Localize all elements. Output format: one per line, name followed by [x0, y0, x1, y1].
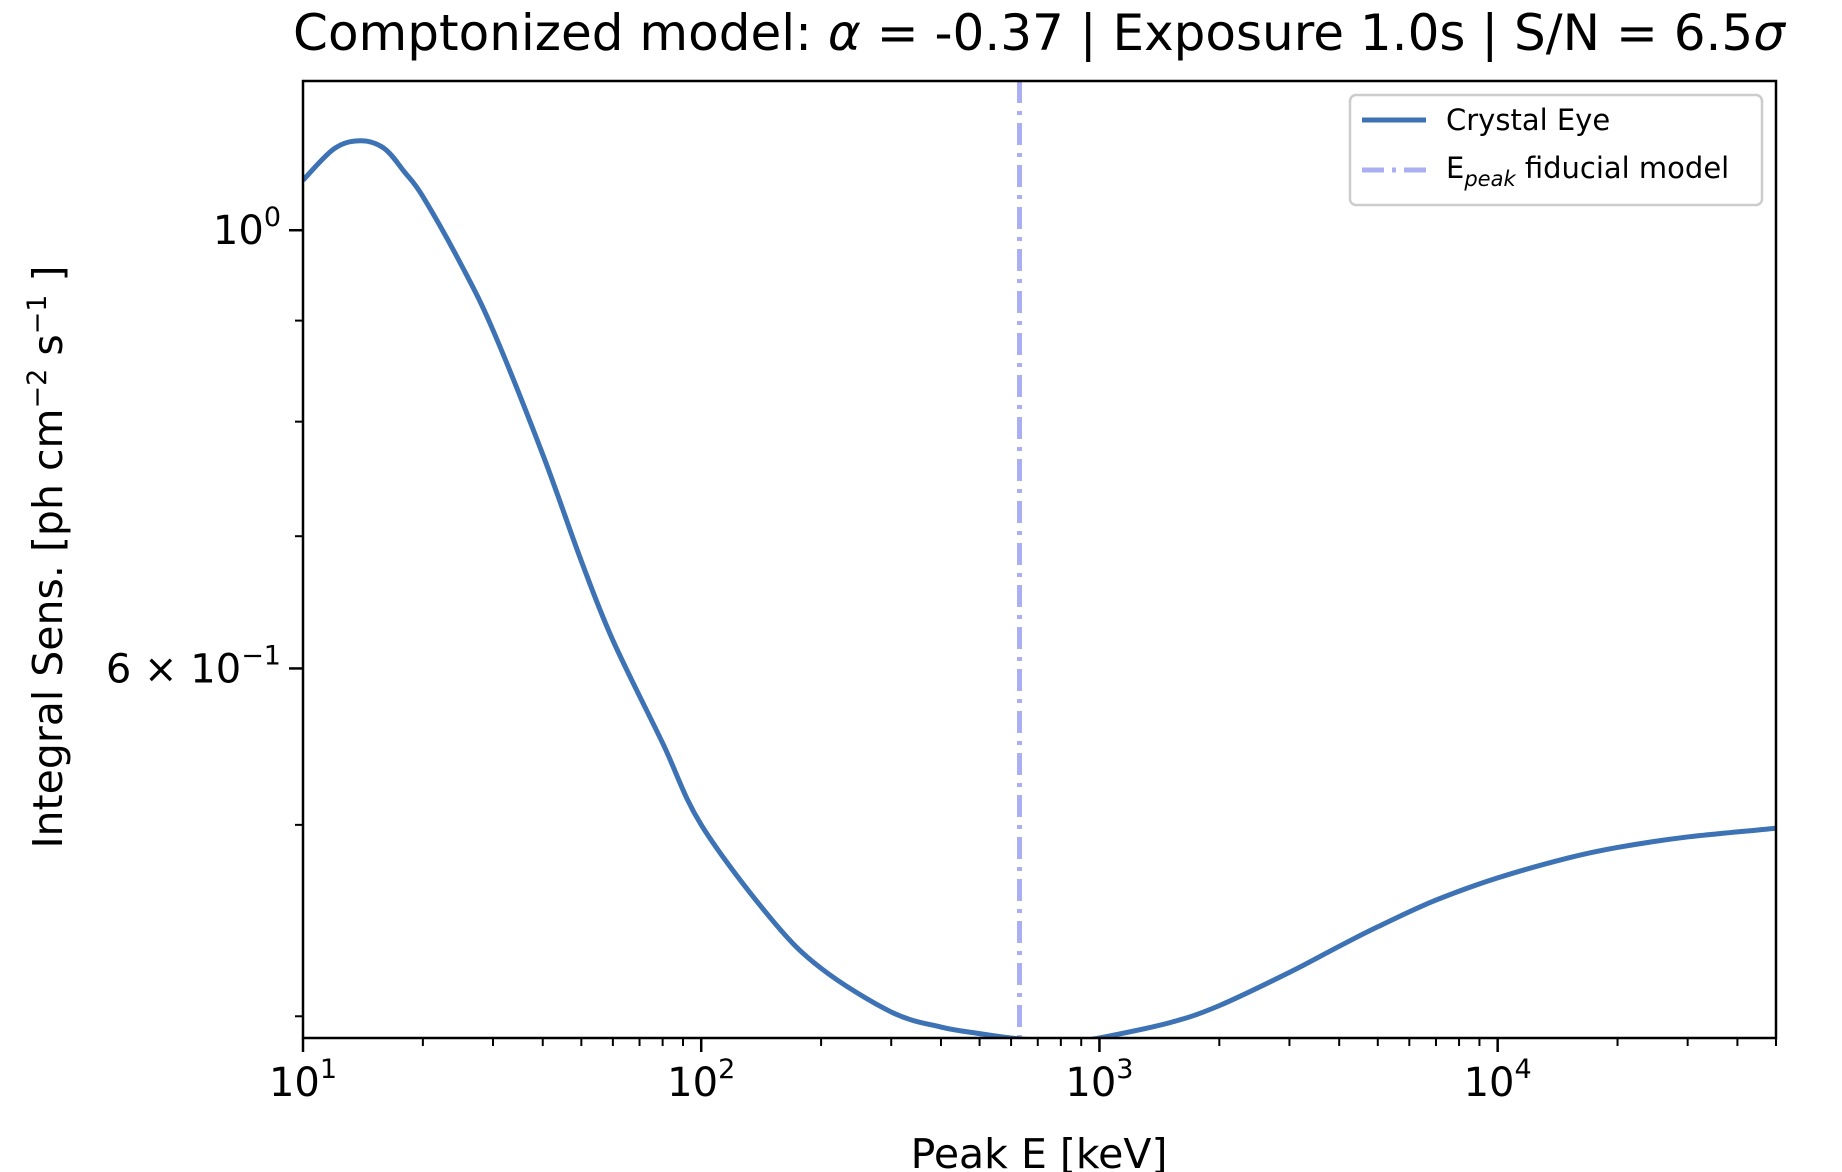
x-tick-label: 104 [1464, 1054, 1532, 1106]
x-tick-label: 103 [1065, 1054, 1133, 1106]
x-tick-label: 102 [667, 1054, 735, 1106]
legend: Crystal Eye Epeak fiducial model [1348, 93, 1764, 207]
legend-box [1348, 93, 1764, 207]
y-axis-label: Integral Sens. [ph cm−2 s−1 ] [22, 265, 72, 848]
legend-label-epeak: Epeak fiducial model [1446, 151, 1729, 191]
legend-label-crystal-eye: Crystal Eye [1446, 103, 1610, 137]
x-axis-label: Peak E [keV] [911, 1130, 1168, 1172]
plot-frame [301, 79, 1778, 1040]
chart-title: Comptonized model: α = -0.37 | Exposure … [293, 4, 1786, 62]
x-tick-label: 101 [269, 1054, 337, 1106]
y-tick-label: 6 × 10−1 [106, 640, 281, 692]
series-line-crystal-eye [303, 138, 1776, 1038]
y-tick-label: 100 [213, 202, 281, 254]
